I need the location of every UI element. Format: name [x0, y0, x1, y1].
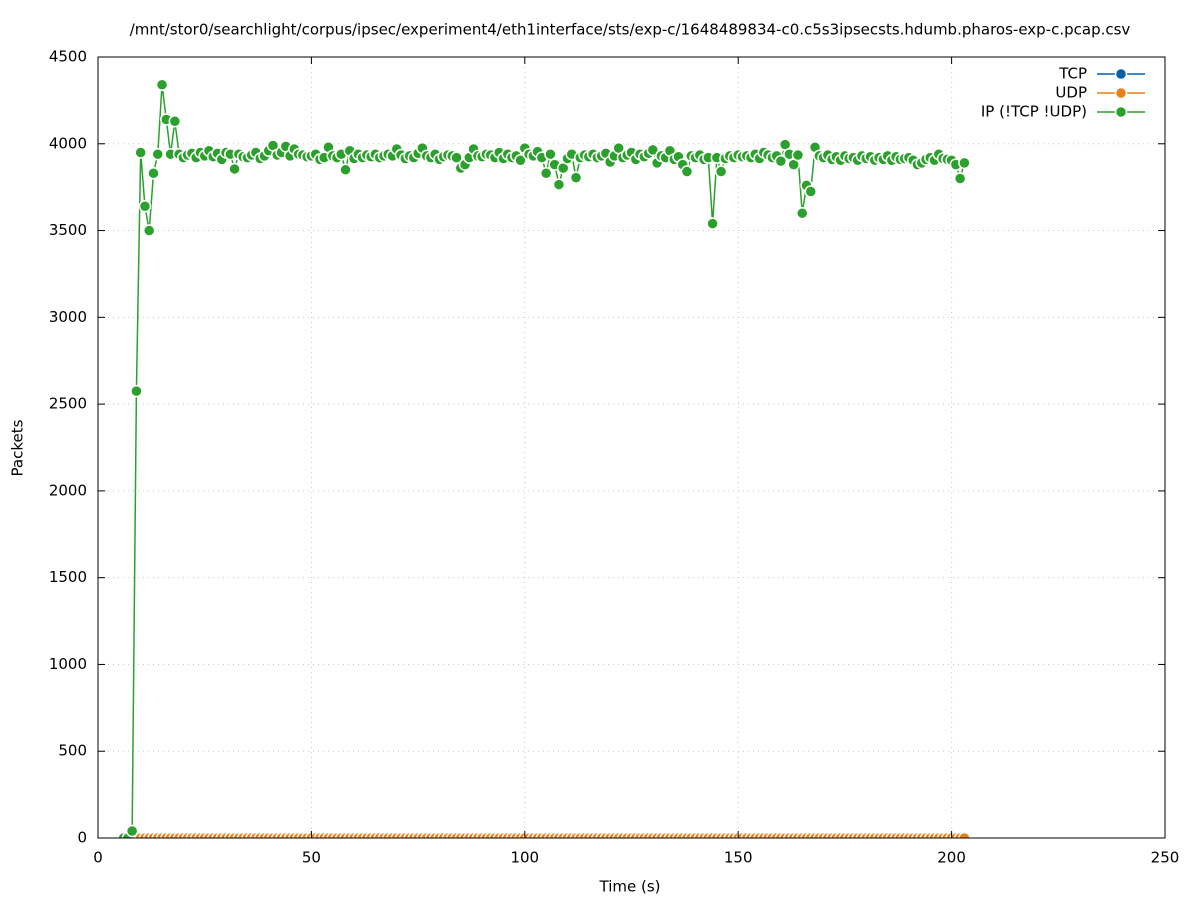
legend-swatch-point	[1114, 67, 1128, 81]
legend-label: UDP	[1055, 84, 1087, 102]
data-point	[791, 148, 805, 162]
y-tick-label: 3000	[49, 308, 87, 326]
y-tick-label: 1000	[49, 655, 87, 673]
legend-label: IP (!TCP !UDP)	[981, 103, 1087, 121]
y-tick-label: 0	[77, 829, 87, 847]
axes-frame	[97, 56, 1166, 839]
series-line	[123, 84, 966, 838]
data-point	[795, 206, 809, 220]
y-tick-label: 500	[58, 742, 87, 760]
data-point	[228, 162, 241, 176]
legend-label: TCP	[1058, 65, 1087, 83]
data-point	[339, 163, 352, 177]
data-point	[168, 114, 182, 128]
legend-swatch-point	[1114, 105, 1128, 119]
x-tick-label: 0	[93, 849, 103, 867]
data-point	[958, 831, 971, 838]
y-tick-label: 2000	[49, 481, 87, 499]
data-point	[958, 156, 971, 170]
x-tick-label: 100	[510, 849, 539, 867]
grid	[97, 56, 1166, 839]
data-point	[953, 172, 967, 185]
data-point	[125, 824, 139, 838]
data-point	[552, 178, 566, 191]
data-point	[544, 147, 557, 161]
data-point	[514, 154, 527, 167]
data-point	[569, 171, 583, 184]
y-tick-label: 4500	[49, 48, 87, 66]
chart-title: /mnt/stor0/searchlight/corpus/ipsec/expe…	[130, 21, 1131, 39]
data-point	[804, 185, 818, 198]
data-point	[147, 167, 160, 180]
y-axis-label: Packets	[9, 419, 27, 476]
y-tick-label: 4000	[49, 134, 87, 152]
x-axis-label: Time (s)	[599, 878, 661, 896]
data-point	[155, 78, 169, 92]
x-tick-label: 150	[724, 849, 753, 867]
data-point	[774, 154, 788, 168]
x-tick-label: 250	[1151, 849, 1180, 867]
data-point	[539, 167, 553, 180]
data-point	[714, 165, 728, 178]
data-point	[130, 384, 143, 398]
data-point	[138, 200, 152, 213]
data-point	[134, 146, 147, 159]
plot-area	[117, 78, 971, 838]
legend-swatch-point	[1114, 86, 1128, 100]
x-tick-label: 200	[937, 849, 966, 867]
y-tick-label: 3500	[49, 221, 87, 239]
data-point	[450, 151, 463, 164]
data-point	[680, 165, 694, 178]
data-point	[142, 224, 156, 237]
x-tick-label: 50	[302, 849, 321, 867]
data-point	[706, 217, 719, 230]
y-tick-label: 2500	[49, 395, 87, 413]
data-point	[646, 143, 660, 157]
data-point	[151, 147, 165, 161]
y-tick-label: 1500	[49, 568, 87, 586]
